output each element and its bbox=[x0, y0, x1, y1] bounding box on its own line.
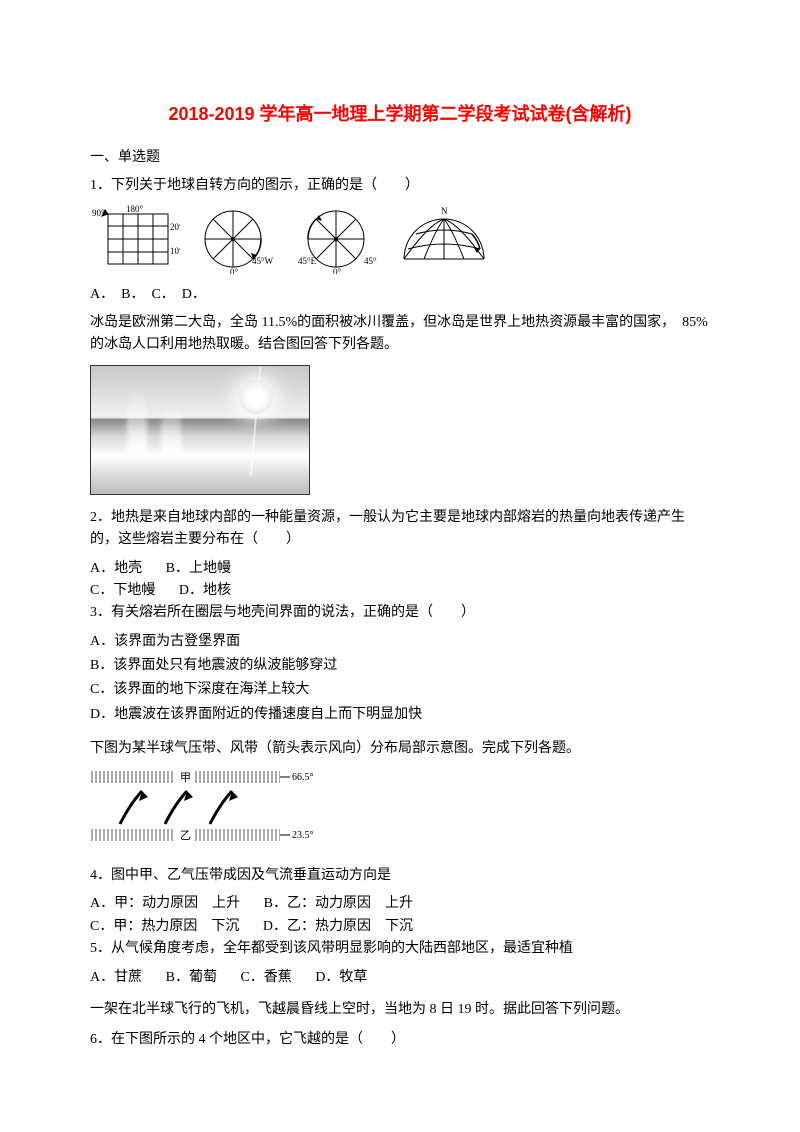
q5-stem: 5．从气候角度考虑，全年都受到该风带明显影响的大陆西部地区，最适宜种植 bbox=[90, 938, 710, 960]
band-23: 23.5° bbox=[292, 830, 314, 841]
q2-opt-b: B．上地幔 bbox=[166, 558, 231, 580]
q3-opt-b: B．该界面处只有地震波的纵波能够穿过 bbox=[90, 655, 710, 677]
q1-fig-a: 90° 180° 20° 10° bbox=[90, 204, 180, 274]
exam-title: 2018-2019 学年高一地理上学期第二学段考试试卷(含解析) bbox=[90, 100, 710, 129]
q2-opt-c: C．下地幔 bbox=[90, 580, 155, 602]
q5-options: A．甘蔗 B．葡萄 C．香蕉 D．牧草 bbox=[90, 967, 710, 989]
q1a-90: 90° bbox=[92, 208, 105, 218]
q1c-45e: 45°E bbox=[298, 256, 317, 266]
q5-opt-b: B．葡萄 bbox=[166, 967, 217, 989]
q2-opt-d: D．地核 bbox=[179, 580, 231, 602]
q5-opt-d: D．牧草 bbox=[315, 967, 367, 989]
q2-options-row2: C．下地幔 D．地核 bbox=[90, 580, 710, 602]
q3-opt-a: A．该界面为古登堡界面 bbox=[90, 631, 710, 653]
q1-fig-b: 45°W 0° bbox=[188, 204, 278, 274]
q1a-180: 180° bbox=[126, 204, 144, 214]
q4-opt-a: A．甲：动力原因 上升 bbox=[90, 893, 240, 915]
section-heading: 一、单选题 bbox=[90, 147, 710, 169]
intro-iceland: 冰岛是欧洲第二大岛，全岛 11.5%的面积被冰川覆盖，但冰岛是世界上地热资源最丰… bbox=[90, 312, 710, 357]
q1a-20: 20° bbox=[170, 222, 180, 232]
q2-stem: 2．地热是来自地球内部的一种能量资源，一般认为它主要是地球内部熔岩的热量向地表传… bbox=[90, 507, 710, 552]
band-jia: 甲 bbox=[180, 772, 191, 784]
q1c-0: 0° bbox=[333, 267, 342, 274]
q4-row1: A．甲：动力原因 上升 B．乙：动力原因 上升 bbox=[90, 893, 710, 915]
q5-opt-a: A．甘蔗 bbox=[90, 967, 142, 989]
q2-opt-a: A．地壳 bbox=[90, 558, 142, 580]
q4-opt-c: C．甲：热力原因 下沉 bbox=[90, 916, 239, 938]
photo-geyser-2 bbox=[161, 399, 181, 454]
pressure-belt-figure: 甲 乙 66.5° 23.5° bbox=[90, 769, 710, 857]
q1b-45w: 45°W bbox=[252, 256, 274, 266]
q3-opt-c: C．该界面的地下深度在海洋上较大 bbox=[90, 679, 710, 701]
q1b-0: 0° bbox=[230, 267, 239, 274]
q1a-10: 10° bbox=[170, 246, 180, 256]
q1d-n: N bbox=[441, 206, 448, 216]
q1-fig-d: N bbox=[394, 204, 494, 274]
iceland-photo bbox=[90, 365, 310, 495]
q6-stem: 6．在下图所示的 4 个地区中，它飞越的是（ ） bbox=[90, 1029, 710, 1051]
q1-fig-c: 45°E 45° 0° bbox=[286, 204, 386, 274]
q4-row2: C．甲：热力原因 下沉 D．乙：热力原因 下沉 bbox=[90, 916, 710, 938]
band-yi: 乙 bbox=[180, 829, 191, 842]
photo-geyser-1 bbox=[127, 384, 147, 454]
photo-sun bbox=[239, 380, 273, 414]
q2-options-row1: A．地壳 B．上地幔 bbox=[90, 558, 710, 580]
intro-pressure-belt: 下图为某半球气压带、风带（箭头表示风向）分布局部示意图。完成下列各题。 bbox=[90, 738, 710, 760]
q4-stem: 4．图中甲、乙气压带成因及气流垂直运动方向是 bbox=[90, 865, 710, 887]
band-66: 66.5° bbox=[292, 772, 314, 783]
q4-opt-b: B．乙：动力原因 上升 bbox=[264, 893, 413, 915]
q1-figures: 90° 180° 20° 10° 45°W 0° bbox=[90, 204, 710, 274]
intro-plane: 一架在北半球飞行的飞机，飞越晨昏线上空时，当地为 8 日 19 时。据此回答下列… bbox=[90, 999, 710, 1021]
q5-opt-c: C．香蕉 bbox=[240, 967, 291, 989]
q1-options: A． B． C． D． bbox=[90, 284, 710, 306]
q3-stem: 3．有关熔岩所在圈层与地壳间界面的说法，正确的是（ ） bbox=[90, 602, 710, 624]
q1c-45: 45° bbox=[364, 256, 377, 266]
q4-opt-d: D．乙：热力原因 下沉 bbox=[263, 916, 413, 938]
q3-opt-d: D．地震波在该界面附近的传播速度自上而下明显加快 bbox=[90, 704, 710, 726]
q1-stem: 1．下列关于地球自转方向的图示，正确的是（ ） bbox=[90, 175, 710, 197]
